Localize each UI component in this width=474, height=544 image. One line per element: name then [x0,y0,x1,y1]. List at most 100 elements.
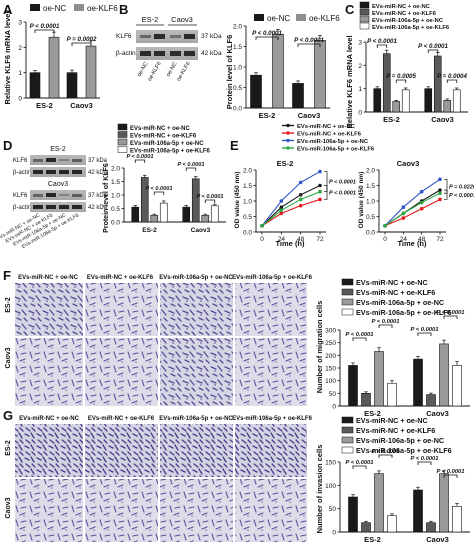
x-tick-label: 24 [400,236,408,243]
y-axis-label: Protein level of KLF6 [225,35,234,110]
y-tick-label: 0.0 [233,106,242,113]
bar [348,496,358,533]
legend-label: EVs-miR-NC + oe-NC [356,416,428,425]
panel-f: EVs-miR-NC + oe-NC EVs-miR-NC + oe-KLF6 … [5,275,470,418]
x-category-label: ES-2 [142,227,157,234]
y-axis-label: Number of invasion cells [315,445,324,534]
bar [426,522,436,533]
y-tick-label: 250 [325,340,336,347]
y-tick-label: 1 [358,86,362,93]
legend-label: EVs-miR-NC + oe-NC [297,124,356,130]
legend-swatch [359,1,370,9]
significance-bracket [376,44,388,48]
y-tick-label: 150 [325,366,336,373]
data-point [298,203,303,208]
legend-swatch [117,131,128,138]
significance-bracket [324,185,328,200]
legend-label: EVs-miR-106a-5p + oe-KLF6 [130,149,211,155]
significance-bracket [443,474,458,478]
data-point [383,224,387,228]
x-tick-label: 0 [260,236,264,243]
legend-swatch [117,146,128,153]
bar [361,522,371,533]
data-point [419,189,424,194]
micrograph [160,479,233,542]
row-label-caov3: Caov3 [5,347,12,368]
data-point [298,180,303,185]
legend-swatch [341,416,354,424]
blot-image-es2-actin [30,167,86,177]
bar [140,177,149,223]
blot-group-label-es2: ES-2 [142,15,159,24]
x-tick-label: 24 [278,236,286,243]
data-point [279,208,284,213]
blot-row-label-actin: β-actin [13,205,31,211]
blot-group-label-caov3: Caov3 [48,181,68,188]
bar [439,473,449,533]
y-tick-label: 2 [358,63,362,70]
y-tick-label: 2.0 [366,168,375,175]
bar [413,358,423,407]
y-tick-label: 1.0 [111,193,120,200]
legend-swatch [359,15,370,23]
data-point [401,216,406,220]
legend-swatch [117,123,128,131]
data-point [260,224,264,228]
data-point [318,183,322,188]
significance-bracket [34,29,55,33]
significance-bracket [204,199,216,203]
blot-size-actin: 42 kDa [88,170,108,176]
blot-row-label-klf6: KLF6 [13,158,28,164]
legend-swatch [341,288,354,296]
x-axis-label: Time (h) [397,239,427,248]
y-tick-label: 2.0 [233,24,242,31]
bar [201,214,210,223]
chart-b: 0.0 0.5 1.0 1.5 2.0 ES-2 Caov3 P < 0.0001 P < 0.… [233,24,330,120]
legend-swatch-oe-klf6 [74,4,84,11]
x-category-label: ES-2 [259,111,276,120]
y-tick-label: 1.0 [243,199,252,206]
chart-d: 0.0 0.5 1.0 1.5 2.0 ES-2 Caov3 P < 0.0001 P < 0.… [111,154,226,234]
y-axis-label: Number of migration cells [315,301,324,394]
p-value-label: P < 0.0001 [437,469,465,475]
micrograph [235,283,307,336]
bar [387,515,397,533]
y-tick-label: 2 [18,45,22,52]
plot-title-es2: ES-2 [277,159,294,168]
x-tick-label: 72 [436,236,444,243]
y-tick-label: 1.5 [366,183,375,190]
y-tick-label: 1.0 [233,65,242,72]
column-title: EVs-miR-106a-5p + oe-KLF6 [232,275,313,281]
legend-swatch [341,308,354,316]
data-point [279,205,284,209]
significance-bracket [71,42,92,46]
x-category-label: Caov3 [426,535,449,544]
blot-image-es2-klf6 [30,155,86,165]
column-title: EVs-miR-106a-5p + oe-NC [159,416,233,422]
micrograph [15,338,83,406]
bar [210,205,219,223]
panel-letter-g: G [3,408,13,423]
panel-letter-e: E [230,138,239,153]
p-value-label: P < 0.0001 [329,190,356,196]
x-category-label: Caov3 [431,115,454,124]
y-tick-label: 0.0 [111,220,120,227]
y-tick-label: 1.0 [366,199,375,206]
legend-label: EVs-miR-NC + oe-NC [372,4,431,10]
significance-bracket [153,191,165,195]
bar [48,36,60,99]
y-tick-label: 0 [358,110,362,117]
y-axis-label: Protein level of KLF6 [103,163,110,233]
significance-bracket [255,36,279,40]
micrograph-grid [15,424,307,542]
y-tick-label: 0.5 [111,206,120,213]
y-tick-label: 2.0 [111,166,120,173]
y-tick-label: 0 [332,404,336,411]
p-value-label: P < 0.0001 [418,43,448,50]
y-tick-label: 0.0 [366,230,375,237]
legend-label-oe-klf6: oe-KLF6 [309,14,340,23]
blot-group-label-caov3: Caov3 [171,15,193,24]
data-point [438,177,442,182]
micrograph [235,424,307,477]
